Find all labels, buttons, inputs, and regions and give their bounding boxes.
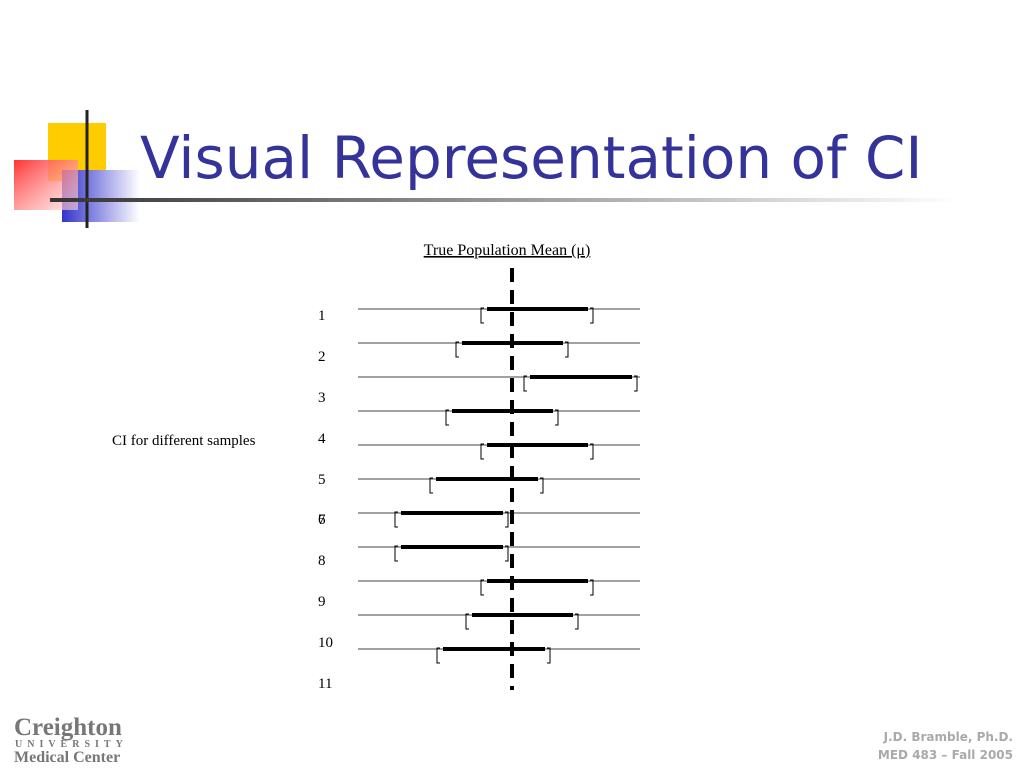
right-bracket (590, 579, 594, 596)
row-label: 10 (318, 635, 333, 651)
logo: Creighton UNIVERSITY Medical Center (14, 714, 128, 766)
right-bracket (540, 477, 544, 494)
mean-label: True Population Mean (μ) (424, 242, 591, 259)
footer-author: J.D. Bramble, Ph.D. (883, 730, 1013, 744)
logo-line1: Creighton (14, 714, 122, 741)
left-bracket (455, 341, 459, 358)
right-bracket (590, 307, 594, 324)
left-bracket (480, 443, 484, 460)
right-bracket (590, 443, 594, 460)
right-bracket (505, 511, 509, 528)
left-bracket (465, 613, 469, 630)
row-label: 2 (318, 349, 326, 365)
title-decoration (14, 110, 960, 228)
left-bracket (394, 545, 398, 562)
row-label: 11 (318, 676, 332, 692)
right-bracket (547, 647, 551, 664)
footer-course: MED 483 – Fall 2005 (878, 748, 1013, 762)
left-bracket (480, 307, 484, 324)
right-bracket (575, 613, 579, 630)
slide-title: Visual Representation of CI (140, 124, 922, 192)
left-bracket (445, 409, 449, 426)
left-bracket (429, 477, 433, 494)
row-label: 3 (318, 390, 326, 406)
left-bracket (394, 511, 398, 528)
logo-line2: UNIVERSITY (15, 739, 128, 750)
left-bracket (523, 375, 527, 392)
row-label: 4 (318, 431, 326, 447)
right-bracket (634, 375, 638, 392)
right-bracket (555, 409, 559, 426)
row-label: 9 (318, 594, 326, 610)
right-bracket (505, 545, 509, 562)
right-bracket (565, 341, 569, 358)
intervals: 1 2 3 4 5 67 8 9 10 11 (318, 307, 640, 692)
row-label: 6 (318, 512, 326, 528)
row-label: 7 (318, 512, 326, 528)
row-label: 1 (318, 308, 326, 324)
side-label: CI for different samples (112, 433, 256, 449)
left-bracket (436, 647, 440, 664)
row-label: 8 (318, 553, 326, 569)
row-label: 5 (318, 472, 326, 488)
logo-line3: Medical Center (14, 749, 120, 766)
left-bracket (480, 579, 484, 596)
